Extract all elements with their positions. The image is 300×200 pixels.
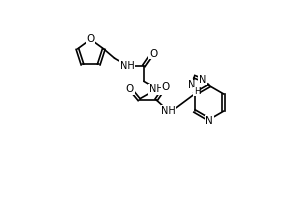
- Text: NH: NH: [149, 84, 164, 94]
- Text: O: O: [149, 49, 157, 59]
- Text: N: N: [188, 80, 195, 90]
- Text: O: O: [126, 84, 134, 94]
- Text: NH: NH: [161, 106, 176, 116]
- Text: N: N: [205, 116, 213, 126]
- Text: NH: NH: [119, 61, 134, 71]
- Text: H: H: [194, 87, 200, 96]
- Text: N: N: [199, 75, 206, 85]
- Text: O: O: [161, 82, 169, 92]
- Text: O: O: [86, 34, 95, 44]
- Text: N: N: [205, 116, 213, 126]
- Text: H: H: [194, 87, 200, 96]
- Text: N: N: [188, 80, 195, 90]
- Text: N: N: [199, 75, 206, 85]
